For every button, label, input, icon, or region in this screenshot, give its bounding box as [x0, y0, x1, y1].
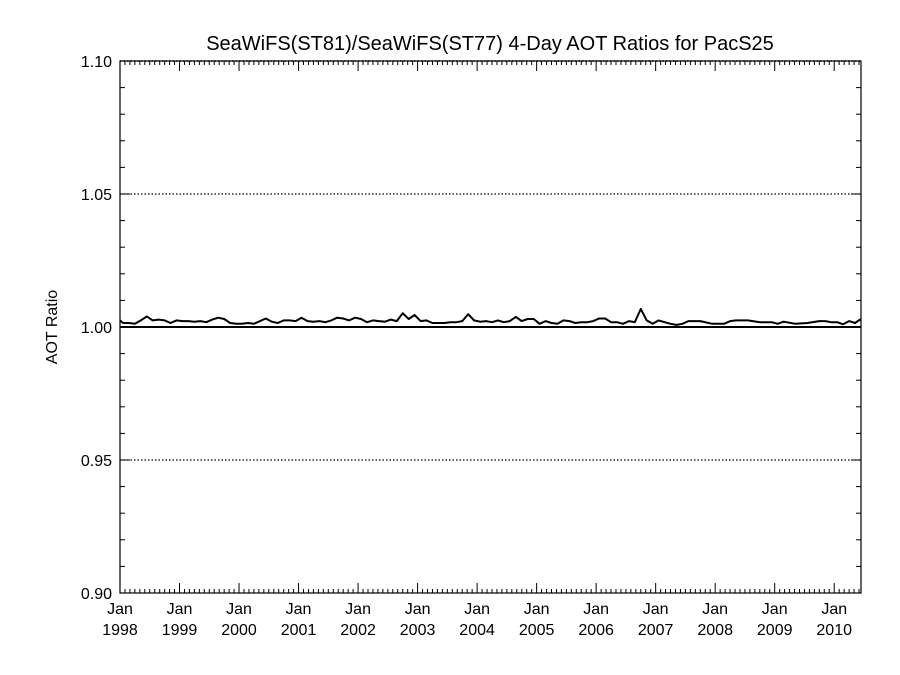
x-tick-label-month: Jan — [286, 601, 312, 618]
x-tick-label-year: 2008 — [697, 622, 733, 639]
x-tick-label-month: Jan — [464, 601, 490, 618]
x-tick-label-year: 2006 — [578, 622, 614, 639]
x-tick-label-year: 2009 — [757, 622, 793, 639]
x-tick-label-month: Jan — [702, 601, 728, 618]
x-tick-label-month: Jan — [107, 601, 133, 618]
x-tick-label-year: 2005 — [519, 622, 555, 639]
x-tick-label-year: 2002 — [340, 622, 376, 639]
y-tick-label: 0.90 — [81, 586, 112, 603]
x-tick-label-month: Jan — [524, 601, 550, 618]
x-tick-label-month: Jan — [821, 601, 847, 618]
x-tick-label-month: Jan — [583, 601, 609, 618]
x-tick-label-year: 2000 — [221, 622, 257, 639]
y-tick-label: 1.00 — [81, 320, 112, 337]
y-axis-label: AOT Ratio — [44, 290, 61, 365]
y-tick-label: 1.05 — [81, 187, 112, 204]
x-tick-label-year: 2004 — [459, 622, 495, 639]
x-tick-label-month: Jan — [762, 601, 788, 618]
y-tick-label: 1.10 — [81, 54, 112, 71]
x-tick-label-month: Jan — [643, 601, 669, 618]
x-tick-label-year: 2010 — [816, 622, 852, 639]
x-tick-label-year: 2007 — [638, 622, 674, 639]
x-tick-label-month: Jan — [167, 601, 193, 618]
series-line — [119, 307, 862, 326]
y-tick-label: 0.95 — [81, 453, 112, 470]
x-tick-label-year: 1999 — [162, 622, 198, 639]
x-tick-label-month: Jan — [405, 601, 431, 618]
x-tick-label-month: Jan — [226, 601, 252, 618]
x-tick-label-year: 2001 — [281, 622, 317, 639]
chart-title: SeaWiFS(ST81)/SeaWiFS(ST77) 4-Day AOT Ra… — [206, 33, 774, 55]
x-tick-label-year: 1998 — [102, 622, 138, 639]
plot-area: 0.90 0.95 1.00 1.05 1.10 Jan 1998 Jan 1999 Jan 200… — [81, 54, 862, 639]
x-tick-label-year: 2003 — [400, 622, 436, 639]
x-tick-label-month: Jan — [345, 601, 371, 618]
